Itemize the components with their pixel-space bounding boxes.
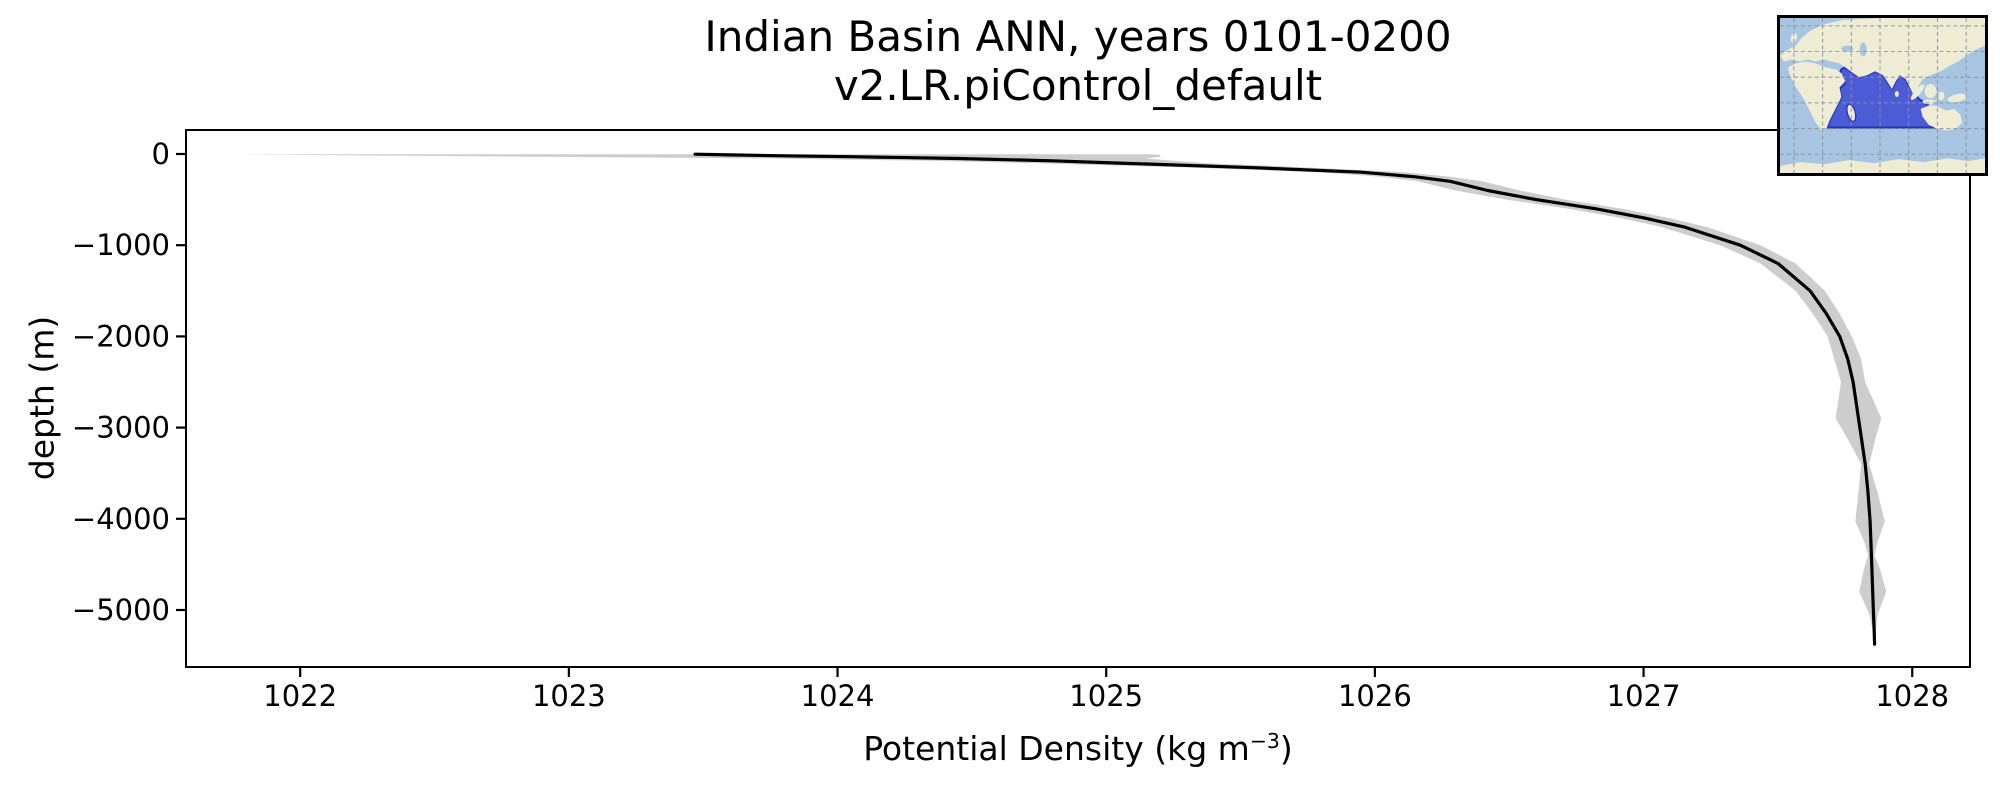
island-sulawesi	[1938, 91, 1945, 101]
island-sumatra	[1910, 84, 1925, 100]
x-tick-label: 1028	[1875, 679, 1949, 713]
region-inset-map	[1777, 15, 1988, 176]
island-britain	[1790, 32, 1798, 43]
sea-caspian	[1859, 42, 1867, 57]
y-tick-label: −5000	[72, 593, 170, 627]
x-axis-label-text: Potential Density (kg m	[863, 729, 1250, 768]
island-borneo	[1924, 84, 1937, 98]
y-tick-label: 0	[152, 137, 170, 171]
land-australia	[1920, 104, 1963, 131]
land-antarctica	[1780, 158, 1985, 173]
island-new-guinea	[1947, 93, 1967, 103]
y-axis-label: depth (m)	[22, 315, 62, 481]
mean-profile-line	[693, 152, 1877, 646]
chart-title-line1: Indian Basin ANN, years 0101-0200	[704, 12, 1452, 61]
x-tick-label: 1025	[1069, 679, 1143, 713]
island-madagascar	[1846, 103, 1857, 123]
x-tick-label: 1026	[1338, 679, 1412, 713]
std-envelope-band	[238, 154, 1887, 645]
x-axis-label-exponent: −3	[1249, 729, 1280, 753]
sea-black	[1841, 45, 1854, 52]
land-eurasia	[1780, 18, 1985, 96]
x-tick-label: 1027	[1607, 679, 1681, 713]
y-tick-label: −3000	[72, 411, 170, 445]
x-tick-label: 1024	[801, 679, 875, 713]
x-axis-label-close: )	[1279, 729, 1293, 768]
land-africa	[1787, 61, 1846, 131]
y-tick-label: −1000	[72, 228, 170, 262]
island-java	[1922, 99, 1937, 105]
x-tick-label: 1022	[263, 679, 337, 713]
x-axis-label: Potential Density (kg m−3)	[186, 729, 1970, 768]
y-tick-label: −2000	[72, 319, 170, 353]
axes-frame	[185, 129, 1971, 668]
chart-title-line2: v2.LR.piControl_default	[833, 61, 1323, 110]
x-tick-label: 1023	[532, 679, 606, 713]
island-sri-lanka	[1894, 91, 1899, 97]
y-tick-label: −4000	[72, 502, 170, 536]
chart-title: Indian Basin ANN, years 0101-0200 v2.LR.…	[186, 12, 1970, 110]
